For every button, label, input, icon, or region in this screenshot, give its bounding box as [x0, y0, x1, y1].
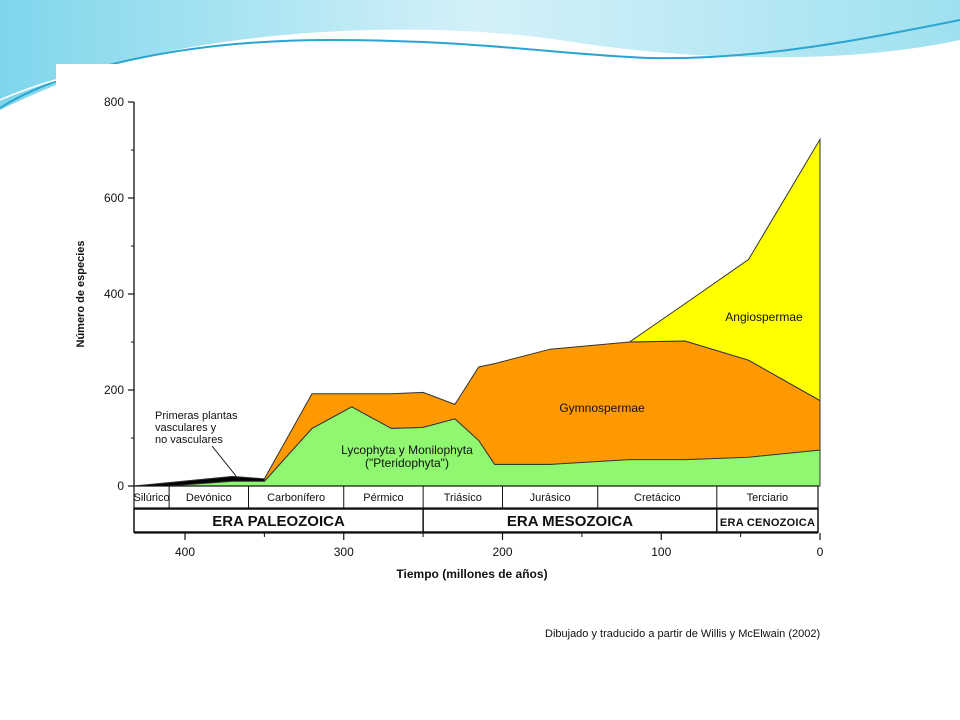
angiospermae-label: Angiospermae	[725, 310, 803, 324]
primeras-plantas-pointer	[211, 445, 237, 477]
area-gymnospermae	[263, 340, 821, 483]
geologic-eras-row: ERA PALEOZOICA ERA MESOZOICA ERA CENOZOICA	[133, 508, 819, 533]
y-tick-label: 800	[104, 95, 124, 109]
x-axis-ticks: 400 300 200 100 0	[175, 533, 824, 559]
x-tick-label: 200	[492, 545, 512, 559]
x-tick-label: 0	[817, 545, 824, 559]
geologic-periods-row: Silúrico Devónico Carbonífero Pérmico Triási…	[133, 485, 819, 509]
pteridophyta-label: Lycophyta y Monilophyta ("Pteridophyta")	[341, 443, 473, 470]
period-label: Silúrico	[134, 492, 170, 504]
source-credit: Dibujado y traducido a partir de Willis …	[545, 628, 821, 640]
eras-frame	[133, 508, 819, 533]
period-label: Jurásico	[530, 492, 571, 504]
gymnospermae-label: Gymnospermae	[559, 401, 645, 415]
x-axis-label: Tiempo (millones de años)	[396, 567, 547, 581]
x-tick-label: 400	[175, 545, 195, 559]
y-tick-label: 0	[117, 479, 124, 493]
period-label: Triásico	[444, 492, 482, 504]
chart-plot-areas	[133, 137, 821, 487]
y-tick-label: 600	[104, 191, 124, 205]
era-label: ERA CENOZOICA	[720, 517, 815, 529]
y-axis-label: Número de especies	[75, 241, 87, 348]
period-label: Devónico	[186, 492, 232, 504]
x-tick-label: 300	[334, 545, 354, 559]
period-label: Cretácico	[634, 492, 680, 504]
periods-frame	[133, 485, 819, 509]
y-tick-label: 400	[104, 287, 124, 301]
y-axis-ticks: 0 200 400 600 800	[104, 95, 134, 493]
period-label: Carbonífero	[267, 492, 325, 504]
era-label: ERA PALEOZOICA	[212, 513, 345, 530]
area-angiospermae	[627, 137, 821, 402]
period-label: Terciario	[747, 492, 789, 504]
period-label: Pérmico	[363, 492, 403, 504]
x-tick-label: 100	[651, 545, 671, 559]
era-label: ERA MESOZOICA	[507, 513, 633, 530]
chart-labels: Primeras plantas vasculares y no vasculare…	[155, 310, 803, 477]
chart-axes: 0 200 400 600 800 400 300 200 100 0	[104, 95, 824, 559]
y-tick-label: 200	[104, 383, 124, 397]
primeras-plantas-label: Primeras plantas vasculares y no vasculare…	[155, 410, 238, 446]
